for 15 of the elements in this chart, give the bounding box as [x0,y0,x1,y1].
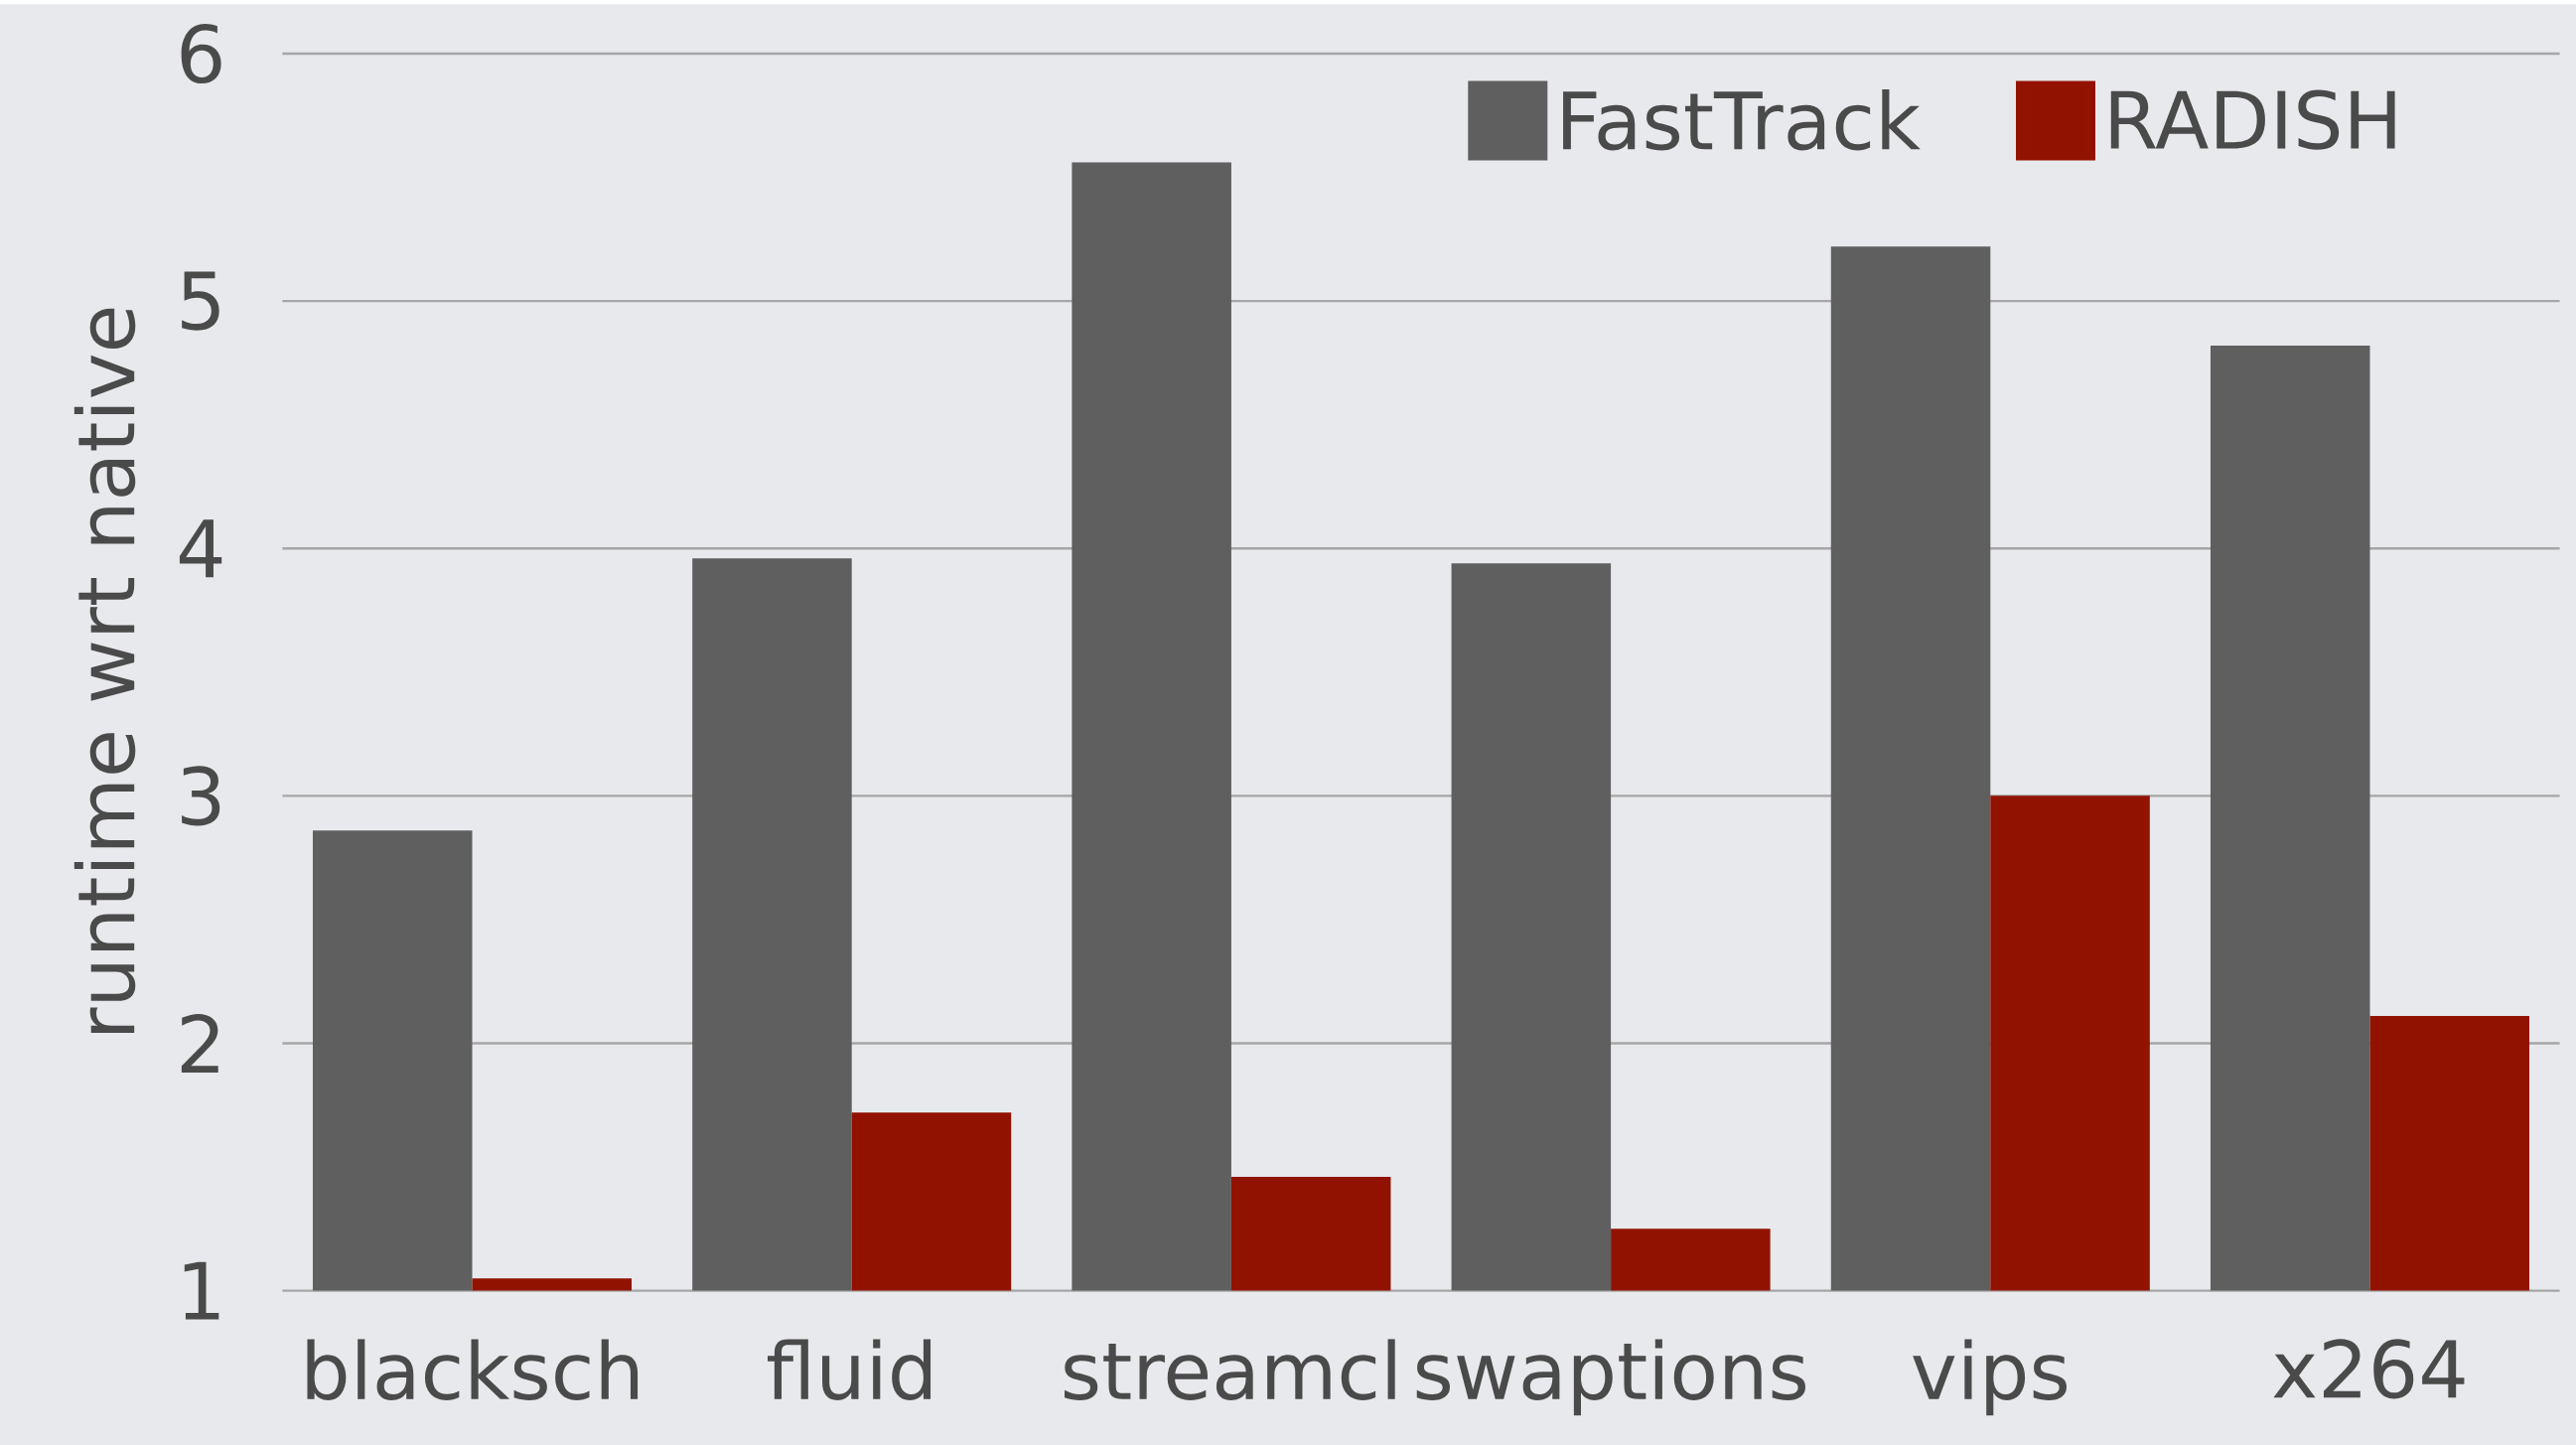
x-tick-label: fluid [768,1339,931,1400]
x-tick-label: blacksch [307,1339,639,1400]
x-tick-label: streamcl [1065,1339,1395,1400]
y-tick-label: 6 [181,23,221,83]
y-axis-title: runtime wrt native [73,308,136,1033]
y-tick-label: 1 [184,1261,219,1320]
x-tick-label: vips [1913,1339,2067,1416]
x-tick-label: x264 [2273,1339,2465,1399]
y-tick-label: 5 [182,271,219,331]
legend-label: FastTrack [1563,88,1921,151]
y-tick-label: 3 [182,766,220,826]
y-tick-label: 2 [181,1013,218,1073]
legend-label: RADISH [2110,89,2395,150]
y-tick-label: 4 [179,519,222,578]
x-tick-label: swaptions [1416,1339,1805,1416]
